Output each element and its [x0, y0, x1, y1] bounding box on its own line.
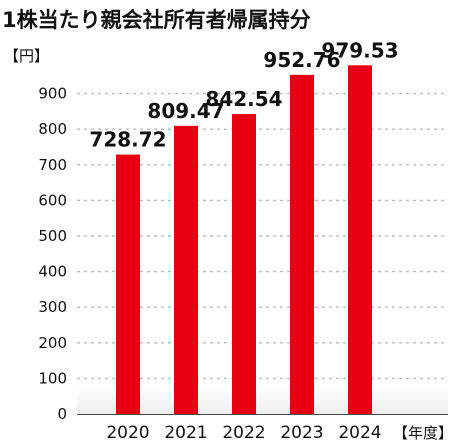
x-unit-label: 【年度】 [393, 424, 450, 442]
bar-2021 [174, 125, 198, 415]
bars [116, 65, 372, 415]
y-tick-label: 800 [38, 120, 67, 138]
bar-2024 [348, 65, 372, 414]
data-label-2022: 842.54 [205, 87, 282, 111]
bar-2023 [290, 74, 314, 414]
data-label-2024: 979.53 [321, 38, 398, 62]
y-unit-label: 【円】 [4, 47, 49, 65]
y-axis-ticks: 0 100 200 300 400 500 600 700 800 900 [38, 85, 67, 423]
y-tick-label: 0 [57, 405, 67, 423]
x-tick-label-2021: 2021 [164, 423, 207, 443]
data-label-2020: 728.72 [89, 128, 166, 152]
bar-2022 [232, 114, 256, 415]
data-label-2021: 809.47 [147, 99, 224, 123]
y-tick-label: 100 [38, 369, 67, 387]
y-tick-label: 300 [38, 298, 67, 316]
x-tick-label-2020: 2020 [106, 423, 149, 443]
y-tick-label: 400 [38, 263, 67, 281]
y-tick-label: 600 [38, 191, 67, 209]
y-tick-label: 200 [38, 334, 67, 352]
x-tick-label-2024: 2024 [338, 423, 381, 443]
data-label-2023: 952.76 [263, 48, 340, 72]
x-axis-ticks: 2020 2021 2022 2023 2024 [106, 423, 381, 443]
y-tick-label: 700 [38, 156, 67, 174]
x-tick-label-2022: 2022 [222, 423, 265, 443]
y-tick-label: 900 [38, 85, 67, 103]
y-tick-label: 500 [38, 227, 67, 245]
chart-title: 1株当たり親会社所有者帰属持分 [2, 8, 311, 32]
x-tick-label-2023: 2023 [280, 423, 323, 443]
bar-2020 [116, 154, 140, 414]
